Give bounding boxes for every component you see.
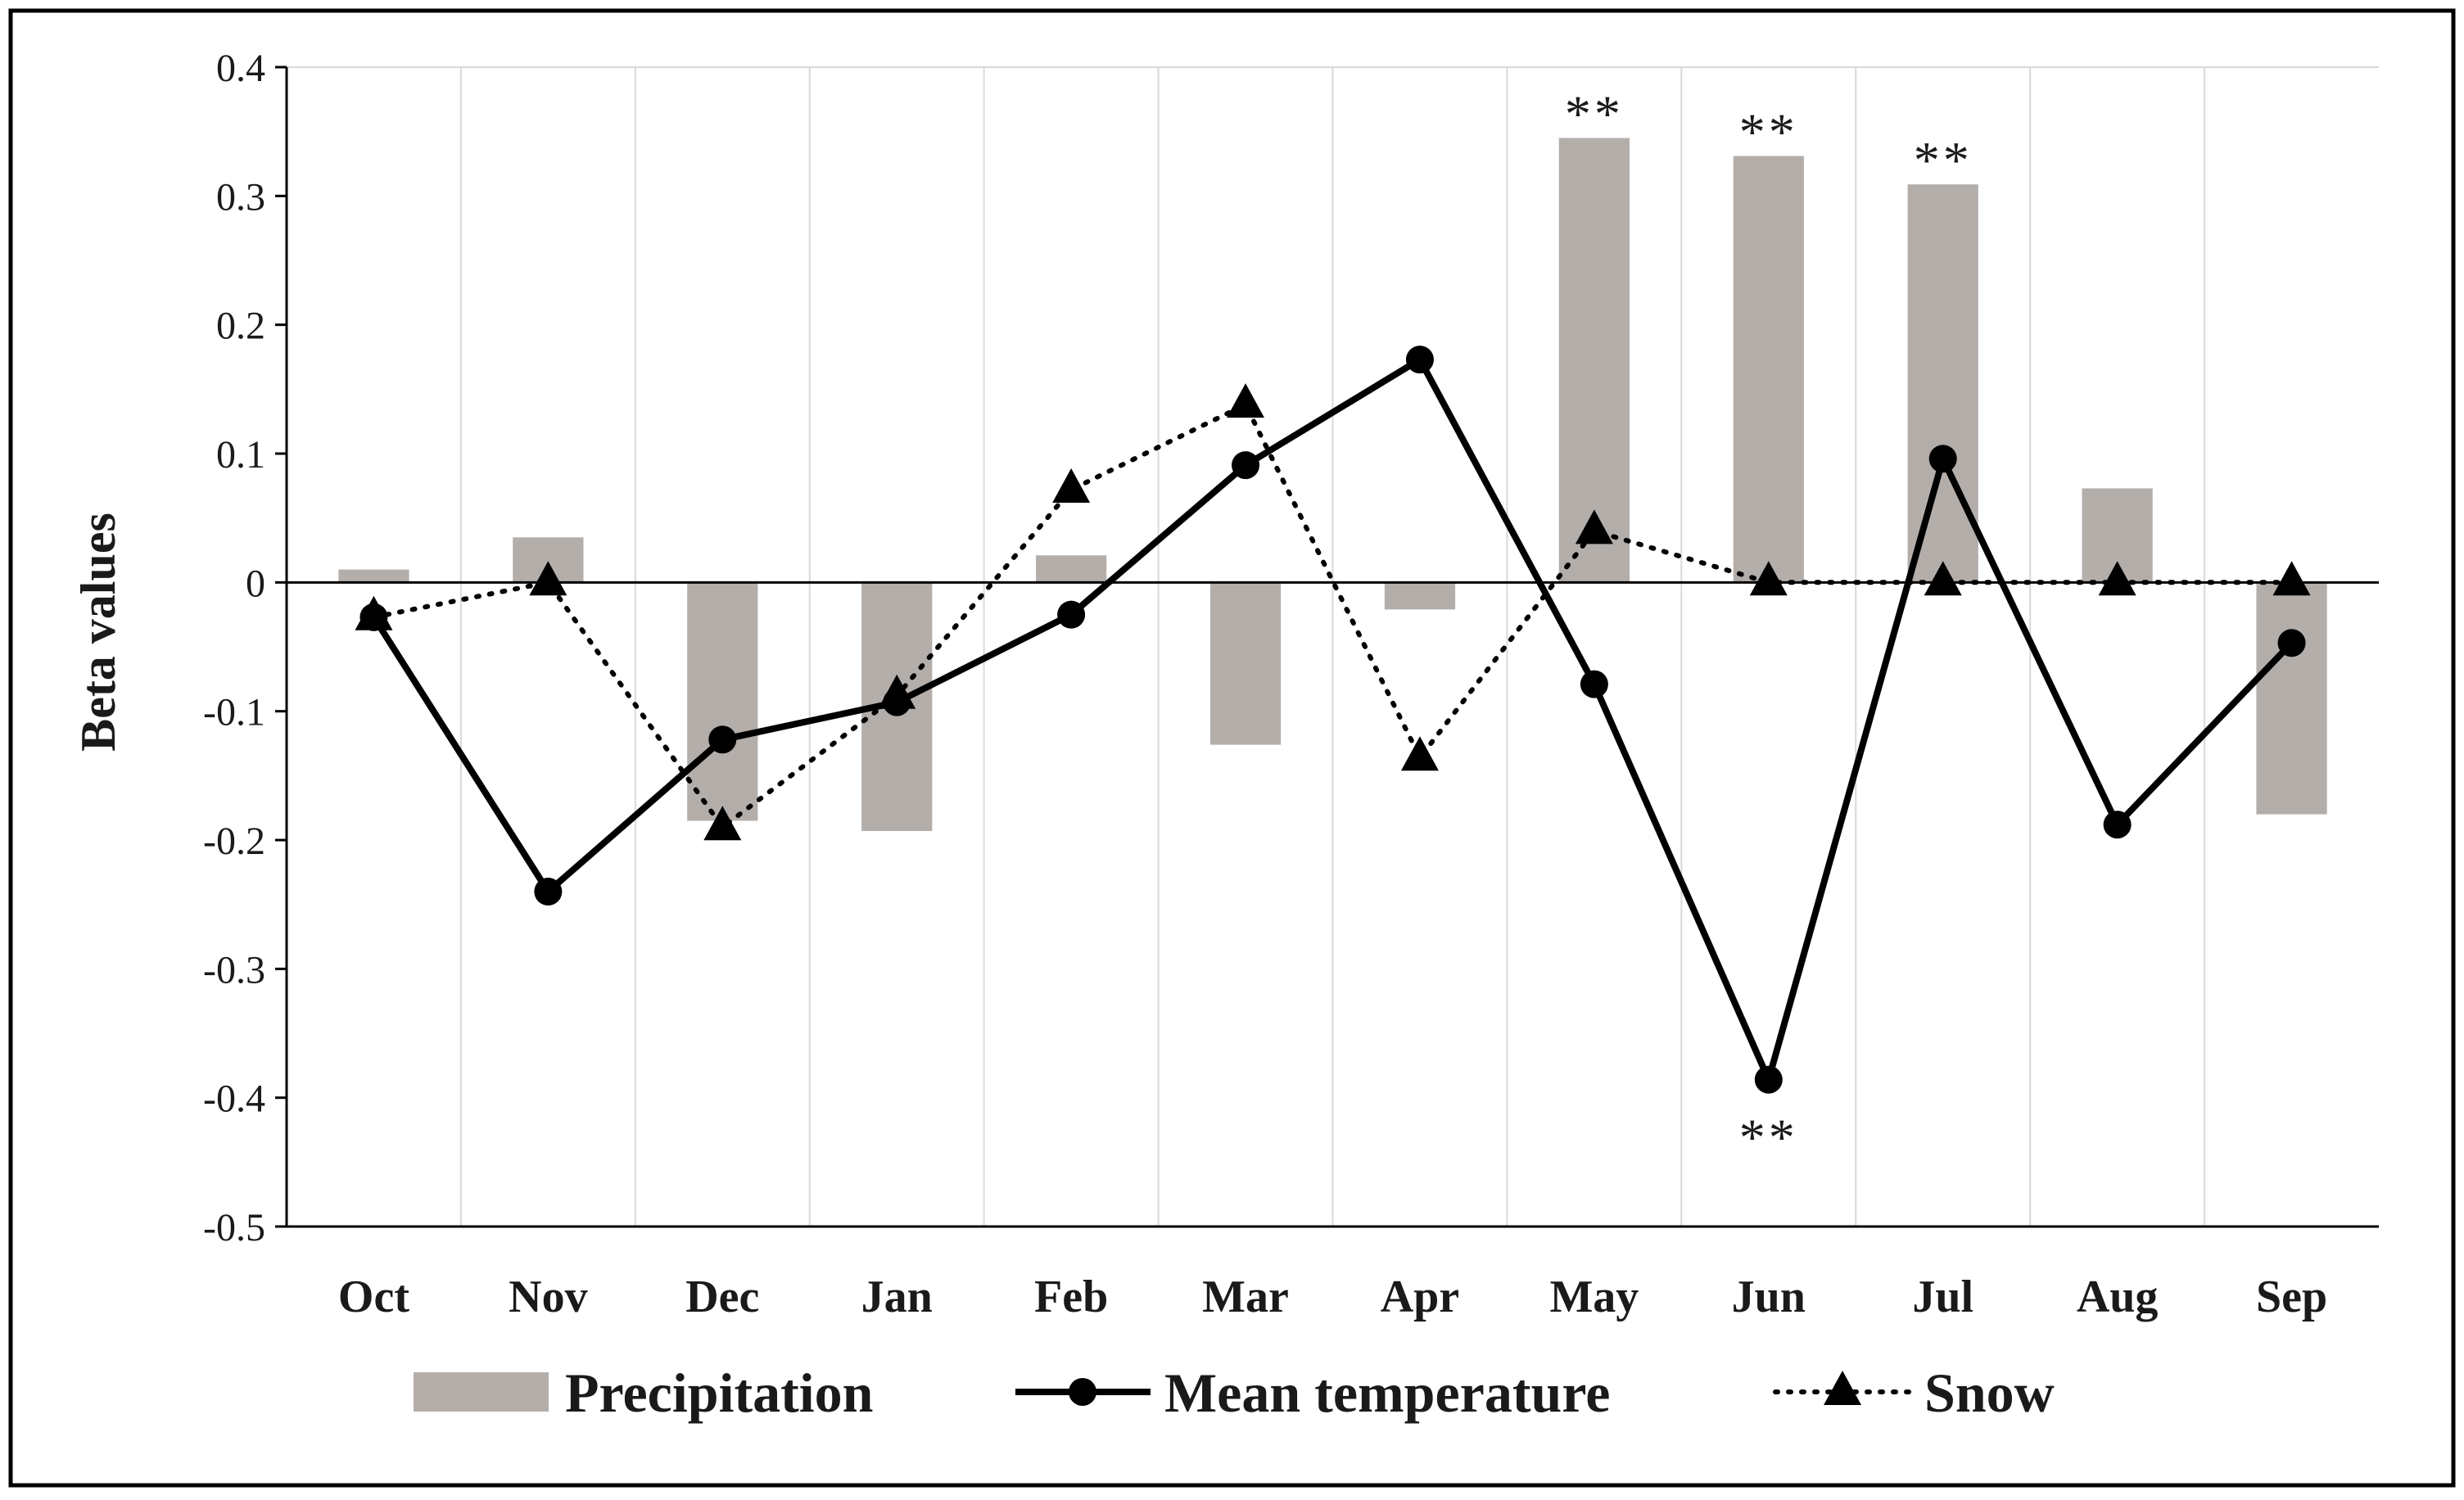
mean-temperature-line xyxy=(371,356,2294,1083)
mean-temperature-point-apr xyxy=(1405,346,1434,374)
legend-label-precipitation: Precipitation xyxy=(565,1362,873,1424)
y-tick-label: 0 xyxy=(246,562,265,605)
y-tick-label: -0.3 xyxy=(203,948,265,992)
significance-annotations: ** ** ** ** xyxy=(1565,85,1973,1167)
snow-point-jul xyxy=(1924,561,1962,596)
legend-swatch-precipitation xyxy=(414,1372,549,1412)
x-axis-tick-labels: Oct Nov Dec Jan Feb Mar Apr May Jun Jul Aug Sep xyxy=(338,1272,2327,1322)
y-tick-label: -0.4 xyxy=(203,1078,265,1121)
x-tick-label-mar: Mar xyxy=(1202,1272,1289,1322)
mean-temperature-point-mar xyxy=(1232,451,1260,480)
significance-marker-jun-above: ** xyxy=(1739,103,1798,161)
significance-marker-jul-above: ** xyxy=(1914,131,1973,189)
y-tick-label: 0.3 xyxy=(216,175,265,219)
precipitation-bar-jul xyxy=(1907,184,1978,583)
x-tick-label-aug: Aug xyxy=(2077,1272,2159,1322)
snow-line xyxy=(371,402,2294,830)
snow-point-sep xyxy=(2272,561,2311,596)
y-tick-label: -0.2 xyxy=(203,820,265,863)
snow-point-feb xyxy=(1052,468,1091,504)
x-tick-label-jul: Jul xyxy=(1912,1272,1973,1322)
snow-point-mar xyxy=(1227,383,1265,418)
y-tick-label: 0.2 xyxy=(216,305,265,348)
x-tick-label-jun: Jun xyxy=(1732,1272,1806,1322)
legend-label-mean-temperature: Mean temperature xyxy=(1164,1362,1610,1424)
snow-point-may xyxy=(1575,509,1613,544)
x-tick-label-oct: Oct xyxy=(338,1272,409,1322)
x-tick-label-feb: Feb xyxy=(1034,1272,1108,1322)
y-tick-label: -0.1 xyxy=(203,691,265,734)
precipitation-bar-jun xyxy=(1733,156,1804,583)
mean-temperature-point-feb xyxy=(1057,600,1086,629)
snow-point-apr xyxy=(1400,736,1439,771)
snow-point-jun xyxy=(1749,561,1788,596)
x-tick-label-may: May xyxy=(1549,1272,1639,1322)
x-tick-label-dec: Dec xyxy=(685,1272,759,1322)
mean-temperature-point-may xyxy=(1580,670,1608,698)
significance-marker-jun-below: ** xyxy=(1739,1109,1798,1167)
y-tick-label: -0.5 xyxy=(203,1206,265,1249)
snow-point-jan xyxy=(878,674,916,709)
snow-point-dec xyxy=(703,806,742,841)
precipitation-bar-mar xyxy=(1209,582,1282,745)
precipitation-bar-oct xyxy=(338,569,409,583)
mean-temperature-point-sep xyxy=(2277,629,2306,657)
line-series xyxy=(371,356,2294,1083)
y-tick-label: 0.1 xyxy=(216,433,265,477)
y-tick-label: 0.4 xyxy=(216,47,265,90)
mean-temperature-point-jun xyxy=(1754,1065,1783,1094)
series-markers xyxy=(355,346,2311,1094)
precipitation-bar-feb xyxy=(1036,555,1107,583)
y-axis-label: Beta values xyxy=(71,513,125,752)
mean-temperature-point-jul xyxy=(1928,445,1957,473)
mean-temperature-point-aug xyxy=(2103,811,2132,839)
chart-border xyxy=(8,8,2456,1488)
legend-swatch-mean-temperature-marker xyxy=(1069,1378,1096,1406)
precipitation-bars xyxy=(338,138,2327,831)
precipitation-bar-apr xyxy=(1384,582,1456,610)
mean-temperature-point-dec xyxy=(708,725,737,754)
legend-swatch-snow-marker xyxy=(1824,1371,1861,1405)
snow-point-nov xyxy=(529,561,567,596)
x-tick-label-nov: Nov xyxy=(509,1272,587,1322)
precipitation-bar-may xyxy=(1558,138,1630,583)
significance-marker-may-above: ** xyxy=(1565,85,1624,143)
x-tick-label-jan: Jan xyxy=(861,1272,933,1322)
x-tick-label-sep: Sep xyxy=(2256,1272,2327,1322)
legend: Precipitation Mean temperature Snow xyxy=(414,1362,2055,1424)
precipitation-bar-sep xyxy=(2256,582,2327,815)
x-tick-label-apr: Apr xyxy=(1381,1272,1459,1322)
mean-temperature-point-nov xyxy=(534,877,563,906)
y-axis-tick-labels: 0.4 0.3 0.2 0.1 0 -0.1 -0.2 -0.3 -0.4 -0.5 xyxy=(203,47,265,1249)
grid-lines xyxy=(287,66,2379,1227)
snow-point-aug xyxy=(2098,561,2136,596)
legend-label-snow: Snow xyxy=(1924,1362,2055,1424)
precipitation-bar-dec xyxy=(687,582,758,821)
snow-point-oct xyxy=(355,595,393,630)
